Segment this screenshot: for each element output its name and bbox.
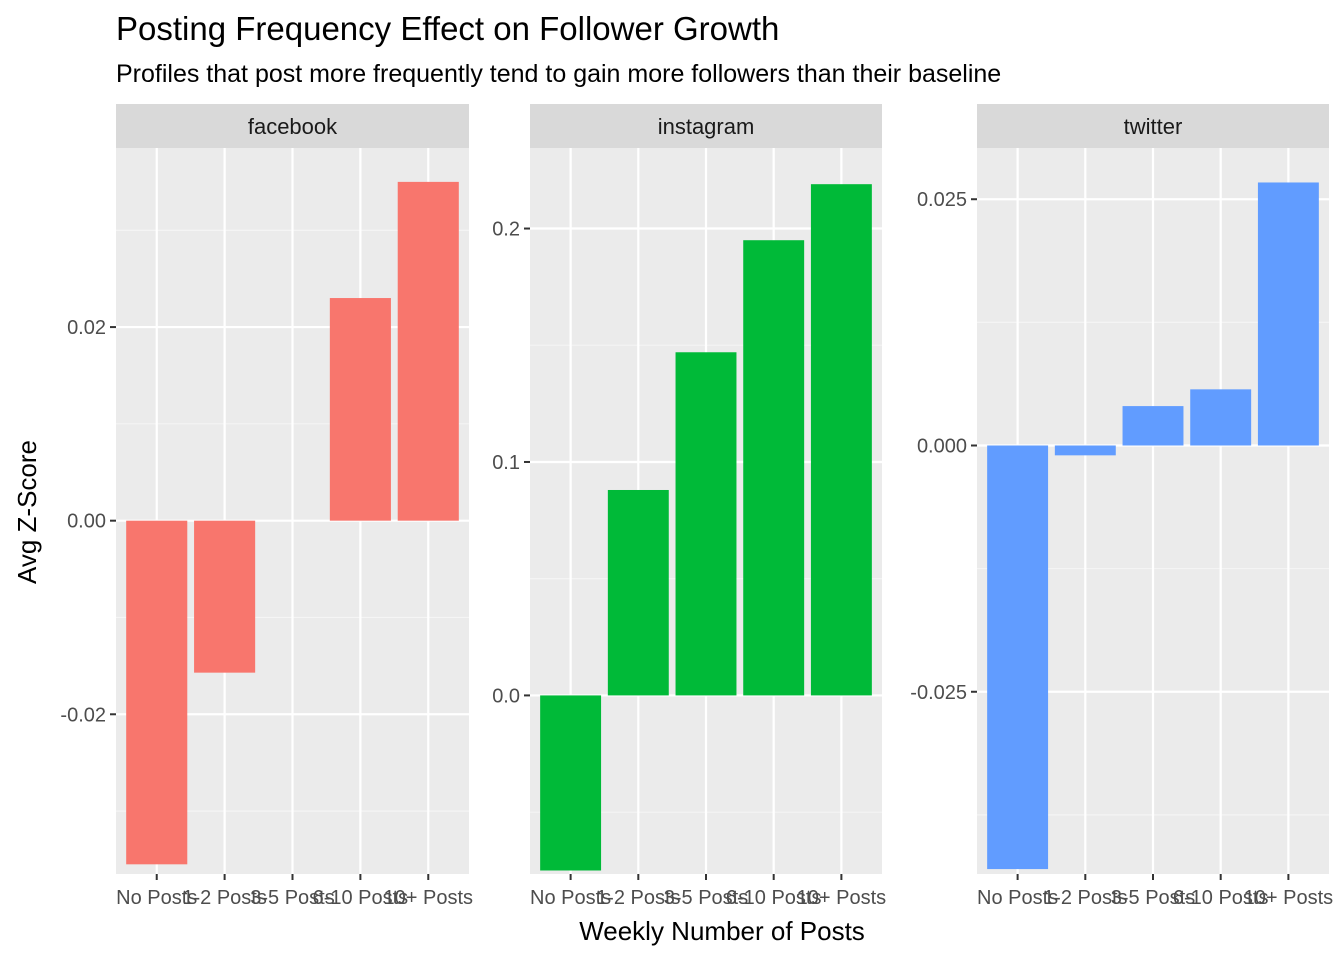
y-tick-label: -0.025 (910, 682, 967, 704)
x-tick-label: 1-2 Posts (1043, 887, 1127, 909)
bar-instagram-3 (743, 240, 805, 696)
bar-twitter-3 (1190, 389, 1252, 446)
x-tick-label: 3-5 Posts (1111, 887, 1195, 909)
y-tick-label: 0.02 (67, 317, 106, 339)
bar-facebook-1 (194, 520, 256, 673)
y-tick-label: 0.1 (492, 452, 520, 474)
x-tick-label: 10+ Posts (1244, 887, 1334, 909)
bar-twitter-1 (1054, 445, 1116, 456)
y-tick-label: 0.00 (67, 511, 106, 533)
chart-title: Posting Frequency Effect on Follower Gro… (116, 10, 779, 47)
x-tick-label: 6-10 Posts (1173, 887, 1269, 909)
bar-twitter-0 (987, 445, 1049, 870)
x-tick-label: 3-5 Posts (664, 887, 748, 909)
bar-instagram-0 (540, 695, 602, 871)
x-tick-label: 10+ Posts (384, 887, 474, 909)
strip-label: twitter (1124, 114, 1183, 139)
strip-instagram (530, 104, 882, 148)
x-tick-label: 6-10 Posts (726, 887, 822, 909)
bar-instagram-4 (810, 184, 872, 696)
x-tick-label: 3-5 Posts (250, 887, 334, 909)
y-tick-label: 0.000 (917, 435, 967, 457)
x-tick-label: 1-2 Posts (182, 887, 266, 909)
y-tick-label: 0.2 (492, 219, 520, 241)
y-axis-title: Avg Z-Score (12, 440, 42, 584)
strip-label: facebook (248, 114, 338, 139)
bar-facebook-4 (397, 181, 459, 521)
bar-twitter-2 (1122, 406, 1184, 446)
y-tick-label: 0.025 (917, 189, 967, 211)
x-axis-title: Weekly Number of Posts (579, 916, 865, 946)
strip-twitter (977, 104, 1329, 148)
bar-twitter-4 (1257, 182, 1319, 446)
x-tick-label: 1-2 Posts (596, 887, 680, 909)
bar-facebook-0 (126, 520, 188, 865)
bar-facebook-3 (329, 298, 391, 521)
x-tick-label: No Posts (530, 887, 611, 909)
strip-label: instagram (658, 114, 755, 139)
bar-instagram-2 (675, 352, 737, 696)
x-tick-label: No Posts (116, 887, 197, 909)
strip-facebook (116, 104, 469, 148)
y-tick-label: -0.02 (60, 704, 106, 726)
chart-subtitle: Profiles that post more frequently tend … (116, 60, 1001, 88)
x-tick-label: 10+ Posts (797, 887, 887, 909)
x-tick-label: 6-10 Posts (313, 887, 409, 909)
x-tick-label: No Posts (977, 887, 1058, 909)
bar-instagram-1 (607, 489, 669, 696)
y-tick-label: 0.0 (492, 685, 520, 707)
